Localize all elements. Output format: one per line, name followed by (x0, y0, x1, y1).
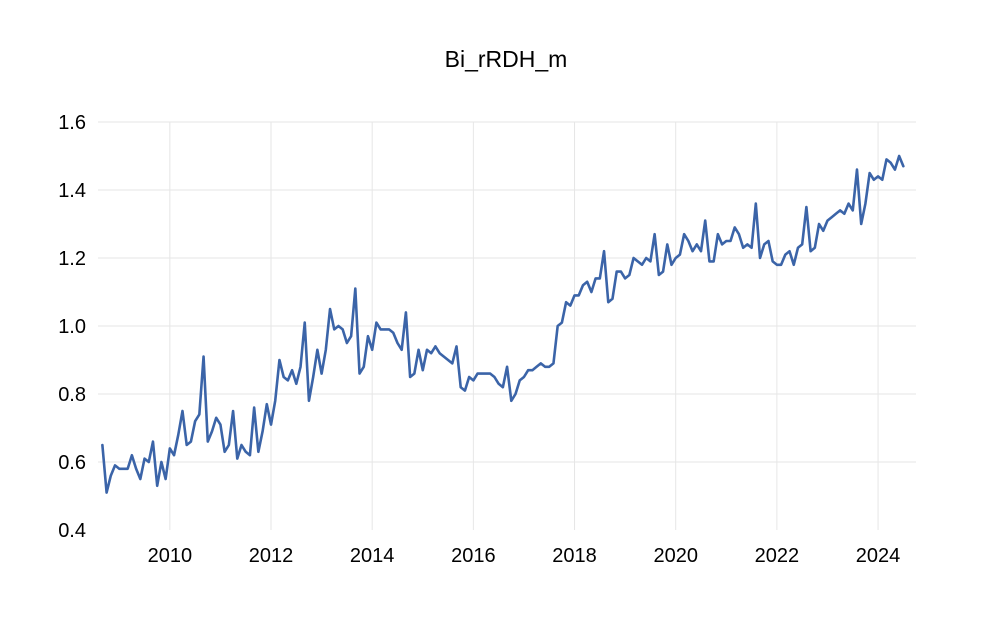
series (101, 154, 905, 494)
x-tick-label: 2012 (249, 545, 294, 567)
y-tick-label: 1.4 (58, 180, 86, 202)
x-tick-label: 2010 (148, 545, 193, 567)
y-tick-label: 0.8 (58, 384, 86, 406)
y-tick-label: 0.4 (58, 520, 86, 542)
y-axis: 0.4 0.6 0.8 1.0 1.2 1.4 1.6 (58, 112, 86, 542)
x-tick-label: 2022 (755, 545, 800, 567)
x-tick-label: 2014 (350, 545, 395, 567)
x-tick-label: 2016 (451, 545, 496, 567)
x-tick-label: 2020 (653, 545, 698, 567)
y-tick-label: 0.6 (58, 452, 86, 474)
y-tick-label: 1.0 (58, 316, 86, 338)
y-tick-label: 1.6 (58, 112, 86, 134)
x-tick-label: 2018 (552, 545, 597, 567)
y-tick-label: 1.2 (58, 248, 86, 270)
x-axis: 2010 2012 2014 2016 2018 2020 2022 2024 (148, 545, 901, 567)
gridlines (98, 121, 916, 530)
x-tick-label: 2024 (856, 545, 901, 567)
chart-title: Bi_rRDH_m (444, 46, 568, 72)
series-line (101, 154, 905, 494)
